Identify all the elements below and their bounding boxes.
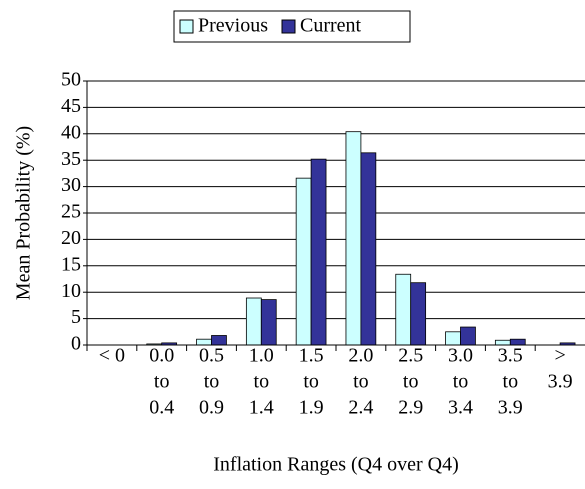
x-tick-label: 2.4 — [348, 397, 373, 419]
legend-label: Previous — [198, 15, 268, 37]
x-tick-label: to — [154, 371, 170, 393]
y-tick-label: 15 — [61, 253, 81, 275]
x-tick-label: to — [503, 371, 519, 393]
x-tick-label: to — [353, 371, 369, 393]
x-tick-label: 1.4 — [249, 397, 274, 419]
y-tick-label: 0 — [71, 333, 81, 355]
bar — [345, 131, 362, 346]
y-axis-title: Mean Probability (%) — [13, 126, 35, 300]
y-tick-label: 30 — [61, 174, 81, 196]
y-tick-label: 50 — [61, 69, 81, 91]
x-tick-label: to — [254, 371, 270, 393]
bar — [445, 331, 461, 346]
x-tick-label: 3.0 — [448, 345, 473, 367]
bar — [260, 299, 277, 346]
bar — [360, 152, 377, 346]
x-tick-label: 0.0 — [149, 345, 174, 367]
x-tick-label: 2.9 — [398, 397, 423, 419]
x-tick-label: 0.9 — [199, 397, 224, 419]
legend-swatch — [281, 19, 296, 34]
y-tick-label: 5 — [71, 306, 81, 328]
x-tick-label: > — [554, 345, 565, 367]
y-tick-label: 40 — [61, 121, 81, 143]
x-tick-label: to — [303, 371, 319, 393]
legend-swatch — [179, 19, 194, 34]
x-tick-label: to — [453, 371, 469, 393]
bar — [460, 326, 476, 346]
x-tick-label: 1.9 — [299, 397, 324, 419]
x-tick-label: to — [204, 371, 220, 393]
y-tick-label: 45 — [61, 95, 81, 117]
x-axis-title: Inflation Ranges (Q4 over Q4) — [213, 454, 459, 476]
bar — [410, 282, 427, 346]
bar — [295, 177, 312, 346]
bar — [196, 338, 212, 346]
legend-label: Current — [300, 15, 362, 37]
x-tick-label: 0.5 — [199, 345, 224, 367]
x-tick-label: 1.5 — [299, 345, 324, 367]
x-tick-label: < 0 — [99, 345, 125, 367]
bar — [310, 158, 327, 346]
x-tick-label: 3.9 — [548, 371, 573, 393]
bar — [211, 335, 227, 346]
x-tick-label: 2.0 — [348, 345, 373, 367]
x-tick-label: 2.5 — [398, 345, 423, 367]
x-tick-label: to — [403, 371, 419, 393]
x-tick-label: 3.4 — [448, 397, 473, 419]
bar — [509, 338, 526, 346]
x-tick-label: 1.0 — [249, 345, 274, 367]
x-tick-label: 3.5 — [498, 345, 523, 367]
y-tick-label: 20 — [61, 227, 81, 249]
x-tick-label: 0.4 — [149, 397, 174, 419]
y-tick-label: 10 — [61, 280, 81, 302]
y-tick-label: 35 — [61, 148, 81, 170]
x-tick-label: 3.9 — [498, 397, 523, 419]
bar — [494, 339, 511, 346]
y-tick-label: 25 — [61, 201, 81, 223]
bar — [395, 273, 412, 346]
bar — [245, 297, 262, 346]
